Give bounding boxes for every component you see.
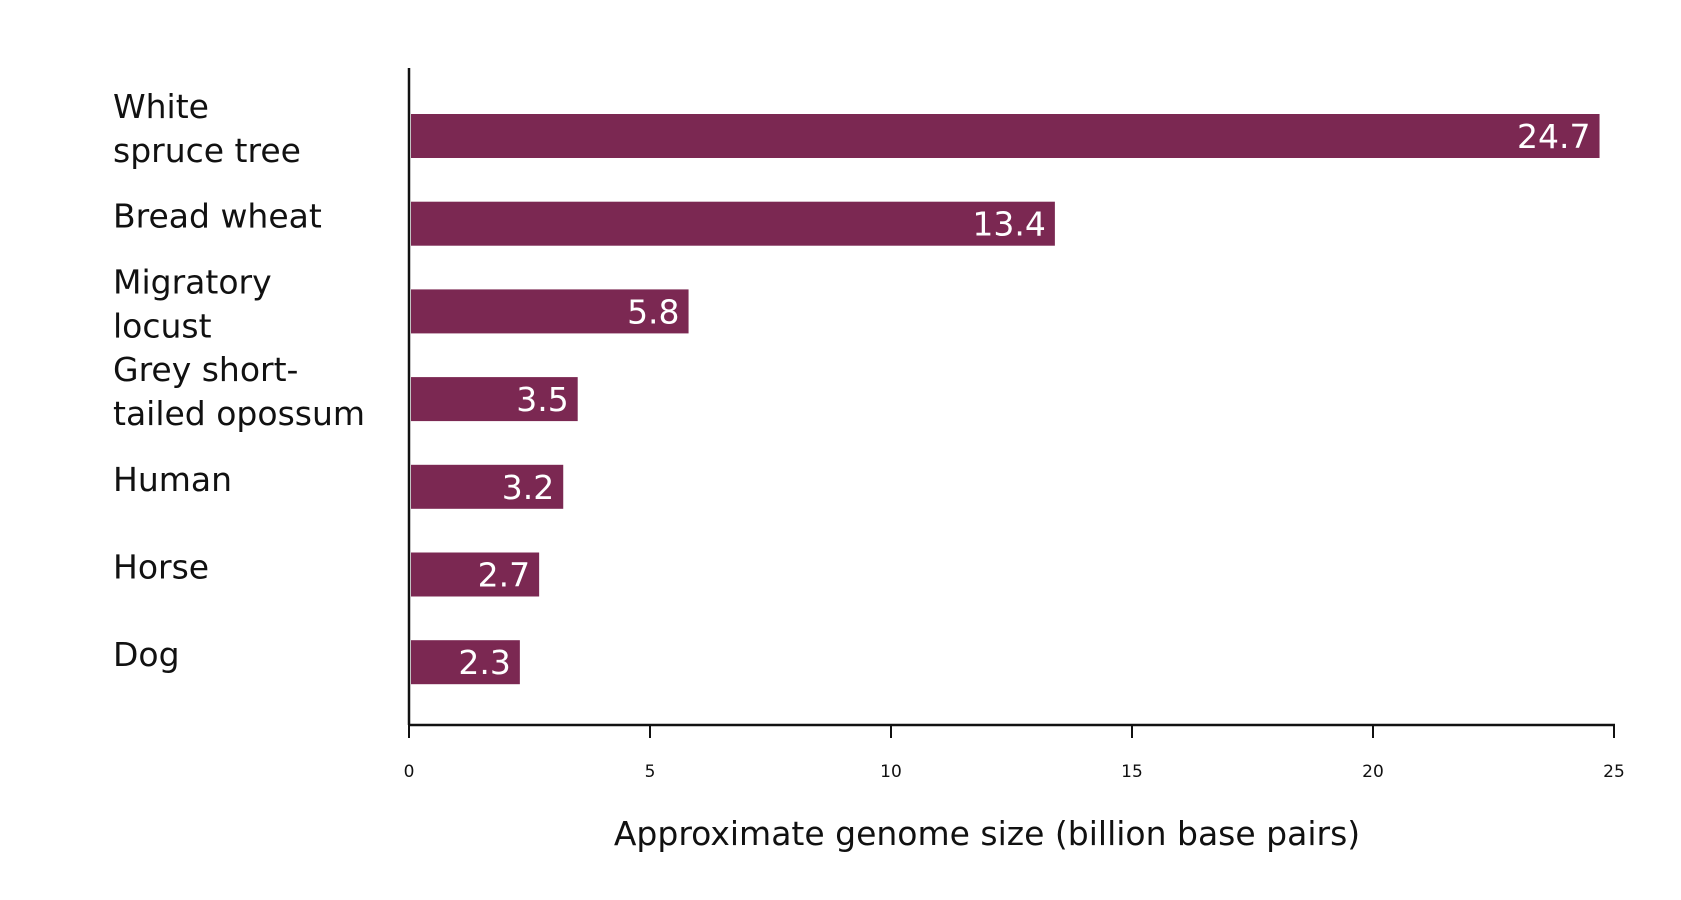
bar-value-label: 24.7 — [1517, 117, 1590, 156]
x-tick-label: 5 — [645, 762, 656, 782]
x-axis-title: Approximate genome size (billion base pa… — [614, 814, 1360, 853]
category-label: Migratory — [113, 262, 272, 301]
category-label: tailed opossum — [113, 394, 365, 433]
bar — [411, 552, 540, 597]
bar-value-label: 2.3 — [458, 643, 510, 682]
x-tick-label: 15 — [1121, 762, 1143, 782]
category-label: White — [113, 87, 209, 126]
category-label: Dog — [113, 635, 180, 674]
x-tick-label: 25 — [1603, 762, 1625, 782]
category-label: spruce tree — [113, 131, 301, 170]
category-label: Horse — [113, 548, 209, 587]
bars-layer: 24.7 13.4 5.8 3.5 3.2 2.7 2.3 — [411, 114, 1600, 685]
bar — [411, 289, 689, 334]
bar — [411, 464, 564, 509]
bar-value-label: 5.8 — [627, 292, 679, 331]
category-label: Grey short- — [113, 350, 298, 389]
bar-value-label: 3.5 — [516, 380, 568, 419]
x-tick-label: 10 — [880, 762, 902, 782]
bar-value-label: 13.4 — [972, 205, 1045, 244]
bar-value-label: 3.2 — [502, 468, 554, 507]
bar — [411, 114, 1600, 158]
category-label: Bread wheat — [113, 197, 322, 236]
bar — [411, 201, 1055, 246]
category-labels-layer: White spruce tree Bread wheat Migratory locu… — [113, 87, 365, 674]
bar-value-label: 2.7 — [478, 556, 530, 595]
category-label: Human — [113, 460, 232, 499]
category-label: locust — [113, 306, 212, 345]
x-tick-label: 0 — [404, 762, 415, 782]
x-axis: 0 5 10 15 20 25 — [404, 68, 1625, 782]
bar — [411, 377, 578, 422]
x-tick-label: 20 — [1362, 762, 1384, 782]
bar — [411, 640, 520, 685]
